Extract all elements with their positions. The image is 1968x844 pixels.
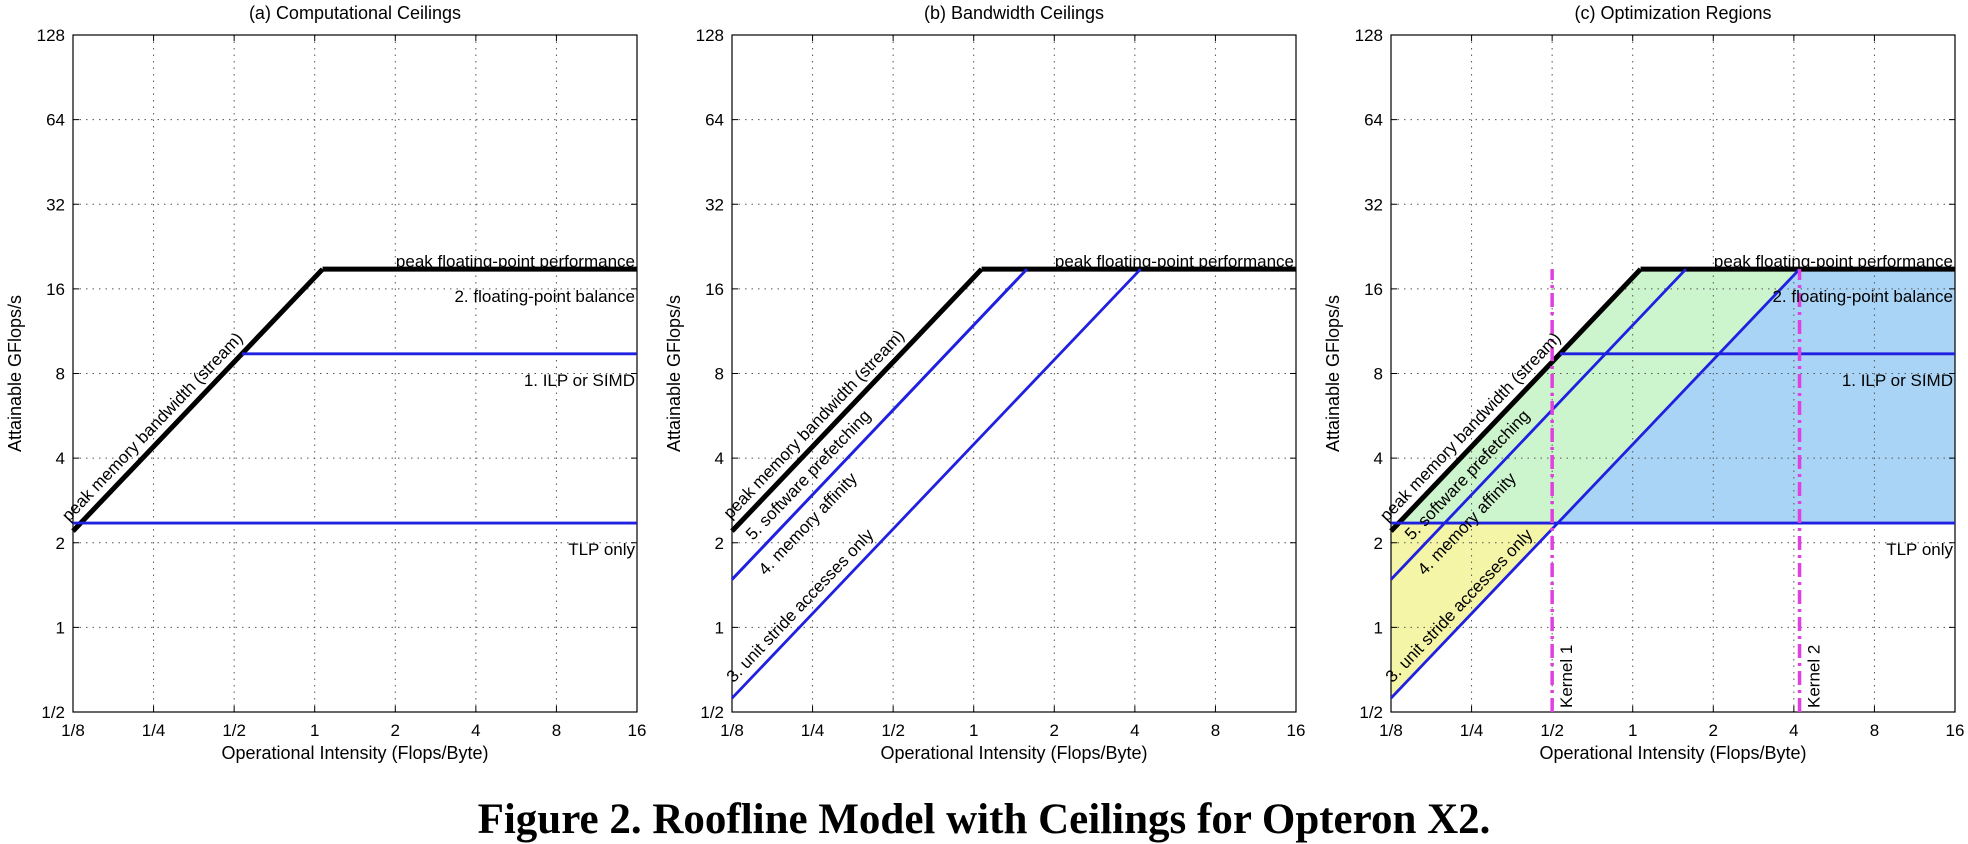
panel-title: (a) Computational Ceilings [249, 3, 461, 23]
x-tick-label: 8 [552, 721, 561, 740]
label-kernel-2: Kernel 2 [1805, 645, 1824, 708]
y-tick-label: 1/2 [41, 703, 65, 722]
label-ilp-simd: 1. ILP or SIMD [524, 371, 635, 390]
x-axis-label: Operational Intensity (Flops/Byte) [1539, 743, 1806, 763]
series-line [71, 267, 325, 533]
panel-title: (b) Bandwidth Ceilings [924, 3, 1104, 23]
label-fp-balance: 2. floating-point balance [1772, 287, 1953, 306]
label-tlp-only: TLP only [568, 540, 635, 559]
x-tick-label: 4 [1789, 721, 1798, 740]
x-tick-label: 1 [969, 721, 978, 740]
y-axis-label: Attainable GFlops/s [664, 295, 684, 452]
y-tick-label: 64 [46, 111, 65, 130]
x-tick-label: 1/8 [720, 721, 744, 740]
series-line [1389, 267, 1643, 533]
x-tick-label: 16 [628, 721, 647, 740]
label-peak-fp: peak floating-point performance [1714, 252, 1953, 271]
x-tick-label: 1/4 [801, 721, 825, 740]
x-tick-label: 1 [1628, 721, 1637, 740]
y-tick-label: 128 [1355, 26, 1383, 45]
panel-2: 1/8 1/4 1/2 1 2 4 8 16 1/2 1 2 4 8 16 32 64 128 (b) Bandw… [664, 3, 1305, 763]
y-tick-label: 1 [1374, 618, 1383, 637]
label-fp-balance: 2. floating-point balance [454, 287, 635, 306]
x-tick-label: 16 [1287, 721, 1306, 740]
y-tick-label: 4 [1374, 449, 1383, 468]
x-tick-label: 1/4 [1460, 721, 1484, 740]
label-peak-fp: peak floating-point performance [1055, 252, 1294, 271]
y-tick-label: 1 [56, 618, 65, 637]
y-tick-label: 1/2 [700, 703, 724, 722]
y-tick-label: 2 [715, 534, 724, 553]
panel-1: 1/8 1/4 1/2 1 2 4 8 16 1/2 1 2 4 8 16 32 64 128 (a) Compu… [5, 3, 646, 763]
label-tlp-only: TLP only [1886, 540, 1953, 559]
label-peak-memory-bw: peak memory bandwidth (stream) [58, 329, 246, 525]
region-green [1398, 269, 1800, 524]
panel-3: 1/8 1/4 1/2 1 2 4 8 16 1/2 1 2 4 8 16 32 64 128 (c) Optim… [1323, 3, 1964, 763]
x-tick-label: 8 [1211, 721, 1220, 740]
series-line [1389, 268, 1801, 700]
y-tick-label: 64 [705, 111, 724, 130]
x-tick-label: 1 [310, 721, 319, 740]
y-tick-label: 4 [715, 449, 724, 468]
x-tick-label: 1/2 [881, 721, 905, 740]
label-peak-fp: peak floating-point performance [396, 252, 635, 271]
x-tick-label: 4 [1130, 721, 1139, 740]
series-line [730, 267, 984, 533]
series-line [730, 268, 1028, 581]
x-tick-label: 4 [471, 721, 480, 740]
label-kernel-1: Kernel 1 [1557, 645, 1576, 708]
y-tick-label: 1 [715, 618, 724, 637]
y-tick-label: 32 [705, 195, 724, 214]
y-axis-label: Attainable GFlops/s [1323, 295, 1343, 452]
series-line [730, 268, 1142, 700]
label-ilp-simd: 1. ILP or SIMD [1842, 371, 1953, 390]
y-tick-label: 2 [1374, 534, 1383, 553]
x-tick-label: 2 [391, 721, 400, 740]
y-tick-label: 16 [705, 280, 724, 299]
y-axis-label: Attainable GFlops/s [5, 295, 25, 452]
series-line [1389, 268, 1687, 581]
x-tick-label: 1/4 [142, 721, 166, 740]
x-tick-label: 16 [1946, 721, 1965, 740]
y-tick-label: 32 [1364, 195, 1383, 214]
y-tick-label: 16 [1364, 280, 1383, 299]
y-tick-label: 4 [56, 449, 65, 468]
y-tick-label: 16 [46, 280, 65, 299]
y-tick-label: 64 [1364, 111, 1383, 130]
x-tick-label: 1/8 [61, 721, 85, 740]
x-tick-label: 1/2 [222, 721, 246, 740]
y-tick-label: 8 [715, 365, 724, 384]
figure-caption: Figure 2. Roofline Model with Ceilings f… [477, 796, 1491, 843]
x-tick-label: 2 [1050, 721, 1059, 740]
region-blue [1557, 269, 1955, 524]
y-tick-label: 8 [56, 365, 65, 384]
y-tick-label: 128 [37, 26, 65, 45]
label-unit-stride: 3. unit stride accesses only [723, 525, 878, 686]
y-tick-label: 128 [696, 26, 724, 45]
x-tick-label: 8 [1870, 721, 1879, 740]
panel-title: (c) Optimization Regions [1574, 3, 1771, 23]
y-tick-label: 2 [56, 534, 65, 553]
y-tick-label: 8 [1374, 365, 1383, 384]
x-tick-label: 2 [1709, 721, 1718, 740]
x-axis-label: Operational Intensity (Flops/Byte) [221, 743, 488, 763]
x-tick-label: 1/8 [1379, 721, 1403, 740]
y-tick-label: 1/2 [1359, 703, 1383, 722]
y-tick-label: 32 [46, 195, 65, 214]
x-axis-label: Operational Intensity (Flops/Byte) [880, 743, 1147, 763]
x-tick-label: 1/2 [1540, 721, 1564, 740]
